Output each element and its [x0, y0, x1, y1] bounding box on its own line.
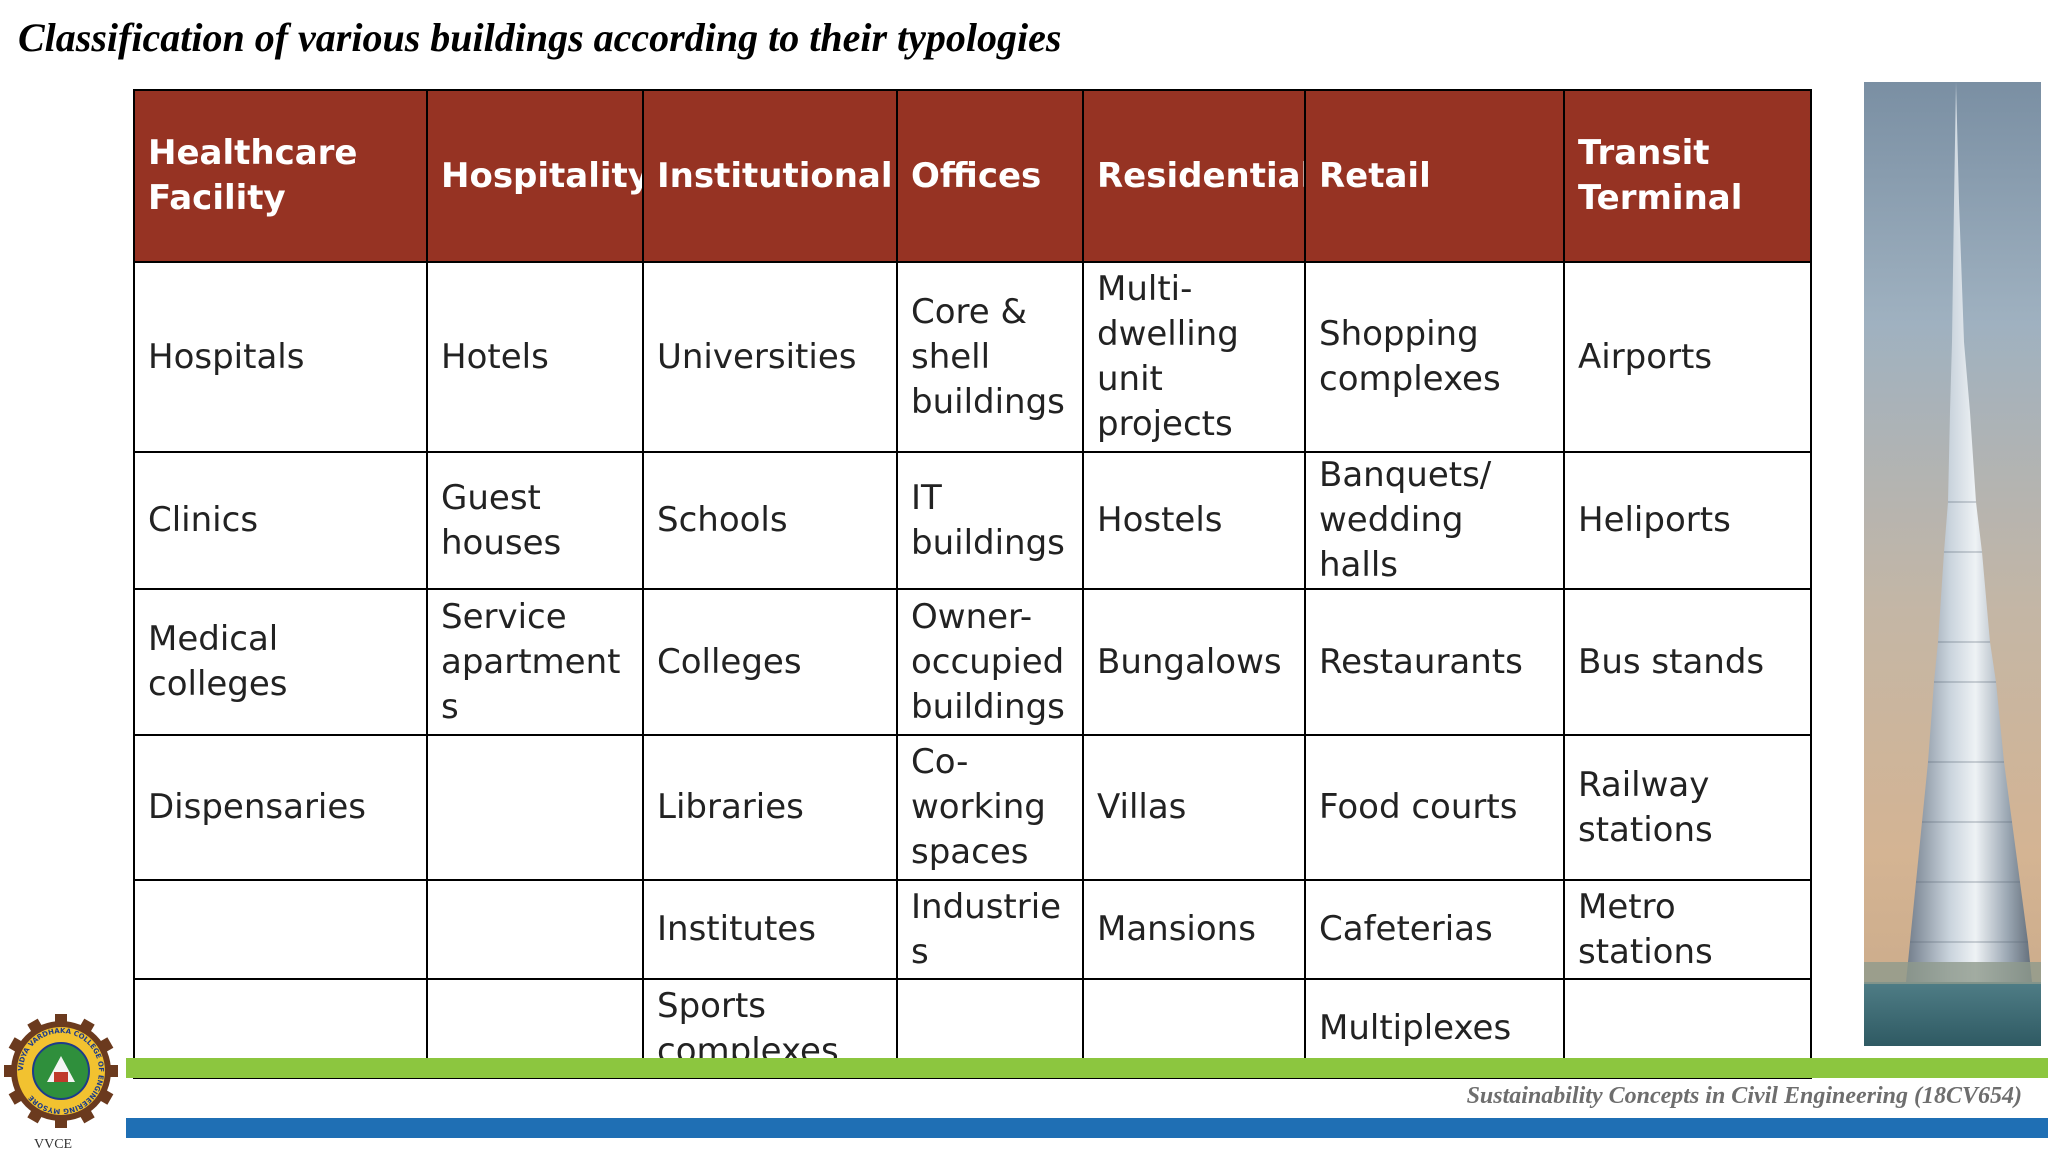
header-hospitality: Hospitality [426, 89, 644, 263]
table-cell: Cafeterias [1304, 879, 1565, 980]
table-cell: Industries [896, 879, 1084, 980]
table-cell: Mansions [1082, 879, 1306, 980]
table-cell: Airports [1563, 261, 1812, 453]
table-cell: Shopping complexes [1304, 261, 1565, 453]
table-cell: Banquets/ wedding halls [1304, 451, 1565, 590]
footer-band-green [126, 1058, 2048, 1078]
table-cell: Institutes [642, 879, 898, 980]
table-cell: Railway stations [1563, 734, 1812, 881]
header-institutional: Institutional [642, 89, 898, 263]
table-header-row: Healthcare Facility Hospitality Institut… [133, 89, 1812, 263]
table-cell: Universities [642, 261, 898, 453]
table-cell: Colleges [642, 588, 898, 736]
table-cell: Bus stands [1563, 588, 1812, 736]
college-emblem-icon: VIDYA VARDHAKA COLLEGE OF ENGINEERING MY… [4, 1014, 118, 1128]
table-row: Institutes Industries Mansions Cafeteria… [133, 879, 1812, 980]
table-cell: Food courts [1304, 734, 1565, 881]
table-cell: Owner-occupied buildings [896, 588, 1084, 736]
table-cell: Hostels [1082, 451, 1306, 590]
header-offices: Offices [896, 89, 1084, 263]
slide-title: Classification of various buildings acco… [18, 15, 1062, 60]
skyscraper-photo [1864, 82, 2041, 1046]
table-row: Hospitals Hotels Universities Core & she… [133, 261, 1812, 453]
table-cell [426, 879, 644, 980]
header-healthcare: Healthcare Facility [133, 89, 428, 263]
table-cell: Service apartments [426, 588, 644, 736]
typology-table: Healthcare Facility Hospitality Institut… [133, 89, 1812, 1079]
table-cell: Bungalows [1082, 588, 1306, 736]
table-cell: Schools [642, 451, 898, 590]
table-cell: Heliports [1563, 451, 1812, 590]
table-row: Dispensaries Libraries Co-working spaces… [133, 734, 1812, 881]
table-cell: Hotels [426, 261, 644, 453]
logo-caption: VVCE [34, 1137, 73, 1152]
table-cell: Restaurants [1304, 588, 1565, 736]
table-cell: Co-working spaces [896, 734, 1084, 881]
header-retail: Retail [1304, 89, 1565, 263]
table-row: Clinics Guest houses Schools IT building… [133, 451, 1812, 590]
table-cell: Metro stations [1563, 879, 1812, 980]
table-cell [426, 734, 644, 881]
table-cell: Dispensaries [133, 734, 428, 881]
table-cell: Medical colleges [133, 588, 428, 736]
table-cell: Clinics [133, 451, 428, 590]
table-cell: Libraries [642, 734, 898, 881]
table-cell: Core & shell buildings [896, 261, 1084, 453]
table-cell [133, 879, 428, 980]
table-cell: Guest houses [426, 451, 644, 590]
table-cell: Multi-dwelling unit projects [1082, 261, 1306, 453]
course-footer: Sustainability Concepts in Civil Enginee… [1466, 1083, 2022, 1109]
table-row: Medical colleges Service apartments Coll… [133, 588, 1812, 736]
footer-band-blue [126, 1118, 2048, 1138]
header-residential: Residential [1082, 89, 1306, 263]
header-transit: Transit Terminal [1563, 89, 1812, 263]
table-cell: Hospitals [133, 261, 428, 453]
table-cell: IT buildings [896, 451, 1084, 590]
table-cell: Villas [1082, 734, 1306, 881]
